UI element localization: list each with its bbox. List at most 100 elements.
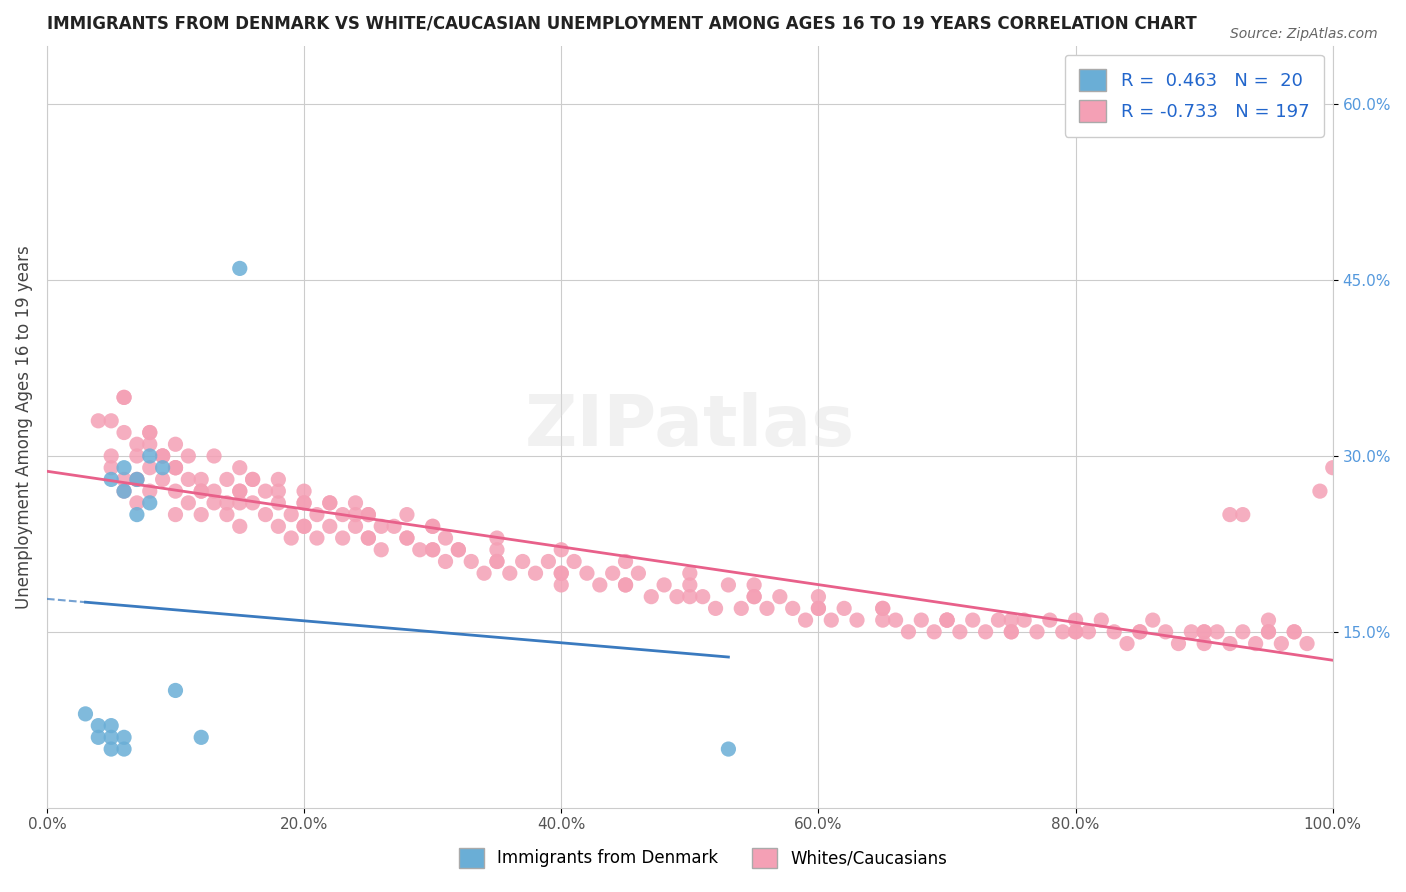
Point — [742, 590, 765, 604]
Point — [550, 566, 572, 581]
Point — [692, 590, 714, 604]
Point — [165, 484, 187, 499]
Point — [242, 496, 264, 510]
Point — [190, 508, 212, 522]
Point — [112, 742, 135, 756]
Point — [562, 554, 585, 568]
Point — [152, 472, 174, 486]
Point — [472, 566, 495, 581]
Point — [125, 449, 148, 463]
Point — [190, 484, 212, 499]
Point — [229, 484, 252, 499]
Point — [730, 601, 752, 615]
Point — [370, 542, 392, 557]
Point — [152, 449, 174, 463]
Point — [704, 601, 727, 615]
Point — [434, 531, 457, 545]
Point — [742, 578, 765, 592]
Point — [242, 472, 264, 486]
Point — [872, 601, 894, 615]
Point — [305, 508, 328, 522]
Point — [1232, 624, 1254, 639]
Point — [627, 566, 650, 581]
Point — [75, 706, 97, 721]
Point — [125, 508, 148, 522]
Point — [267, 472, 290, 486]
Point — [139, 460, 162, 475]
Point — [357, 508, 380, 522]
Point — [665, 590, 688, 604]
Point — [100, 414, 122, 428]
Point — [897, 624, 920, 639]
Point — [717, 742, 740, 756]
Point — [422, 542, 444, 557]
Point — [807, 601, 830, 615]
Point — [357, 508, 380, 522]
Point — [742, 590, 765, 604]
Point — [512, 554, 534, 568]
Point — [460, 554, 482, 568]
Point — [846, 613, 869, 627]
Point — [319, 519, 342, 533]
Point — [215, 472, 238, 486]
Point — [229, 261, 252, 276]
Point — [769, 590, 792, 604]
Point — [357, 531, 380, 545]
Y-axis label: Unemployment Among Ages 16 to 19 years: Unemployment Among Ages 16 to 19 years — [15, 244, 32, 608]
Point — [112, 390, 135, 404]
Point — [1192, 624, 1215, 639]
Legend: R =  0.463   N =  20, R = -0.733   N = 197: R = 0.463 N = 20, R = -0.733 N = 197 — [1064, 54, 1324, 136]
Point — [125, 472, 148, 486]
Point — [936, 613, 959, 627]
Point — [229, 460, 252, 475]
Point — [112, 484, 135, 499]
Point — [537, 554, 560, 568]
Point — [447, 542, 470, 557]
Point — [1296, 636, 1319, 650]
Point — [125, 472, 148, 486]
Point — [332, 531, 354, 545]
Point — [1244, 636, 1267, 650]
Point — [100, 472, 122, 486]
Point — [1026, 624, 1049, 639]
Point — [125, 437, 148, 451]
Point — [550, 578, 572, 592]
Point — [614, 578, 637, 592]
Point — [267, 496, 290, 510]
Point — [177, 496, 200, 510]
Point — [1000, 624, 1022, 639]
Point — [602, 566, 624, 581]
Point — [550, 566, 572, 581]
Point — [395, 531, 418, 545]
Point — [922, 624, 945, 639]
Point — [1192, 624, 1215, 639]
Point — [202, 496, 225, 510]
Point — [177, 472, 200, 486]
Point — [1116, 636, 1139, 650]
Point — [1232, 508, 1254, 522]
Point — [357, 531, 380, 545]
Point — [1064, 613, 1087, 627]
Point — [640, 590, 662, 604]
Point — [332, 508, 354, 522]
Point — [190, 731, 212, 745]
Point — [872, 601, 894, 615]
Point — [139, 484, 162, 499]
Point — [409, 542, 432, 557]
Point — [679, 566, 702, 581]
Point — [1077, 624, 1099, 639]
Point — [280, 531, 302, 545]
Point — [1257, 613, 1279, 627]
Point — [267, 519, 290, 533]
Point — [832, 601, 855, 615]
Point — [1192, 636, 1215, 650]
Point — [1129, 624, 1152, 639]
Text: Source: ZipAtlas.com: Source: ZipAtlas.com — [1230, 27, 1378, 41]
Point — [254, 508, 277, 522]
Point — [152, 449, 174, 463]
Point — [575, 566, 598, 581]
Point — [395, 531, 418, 545]
Point — [125, 496, 148, 510]
Point — [1206, 624, 1229, 639]
Point — [87, 414, 110, 428]
